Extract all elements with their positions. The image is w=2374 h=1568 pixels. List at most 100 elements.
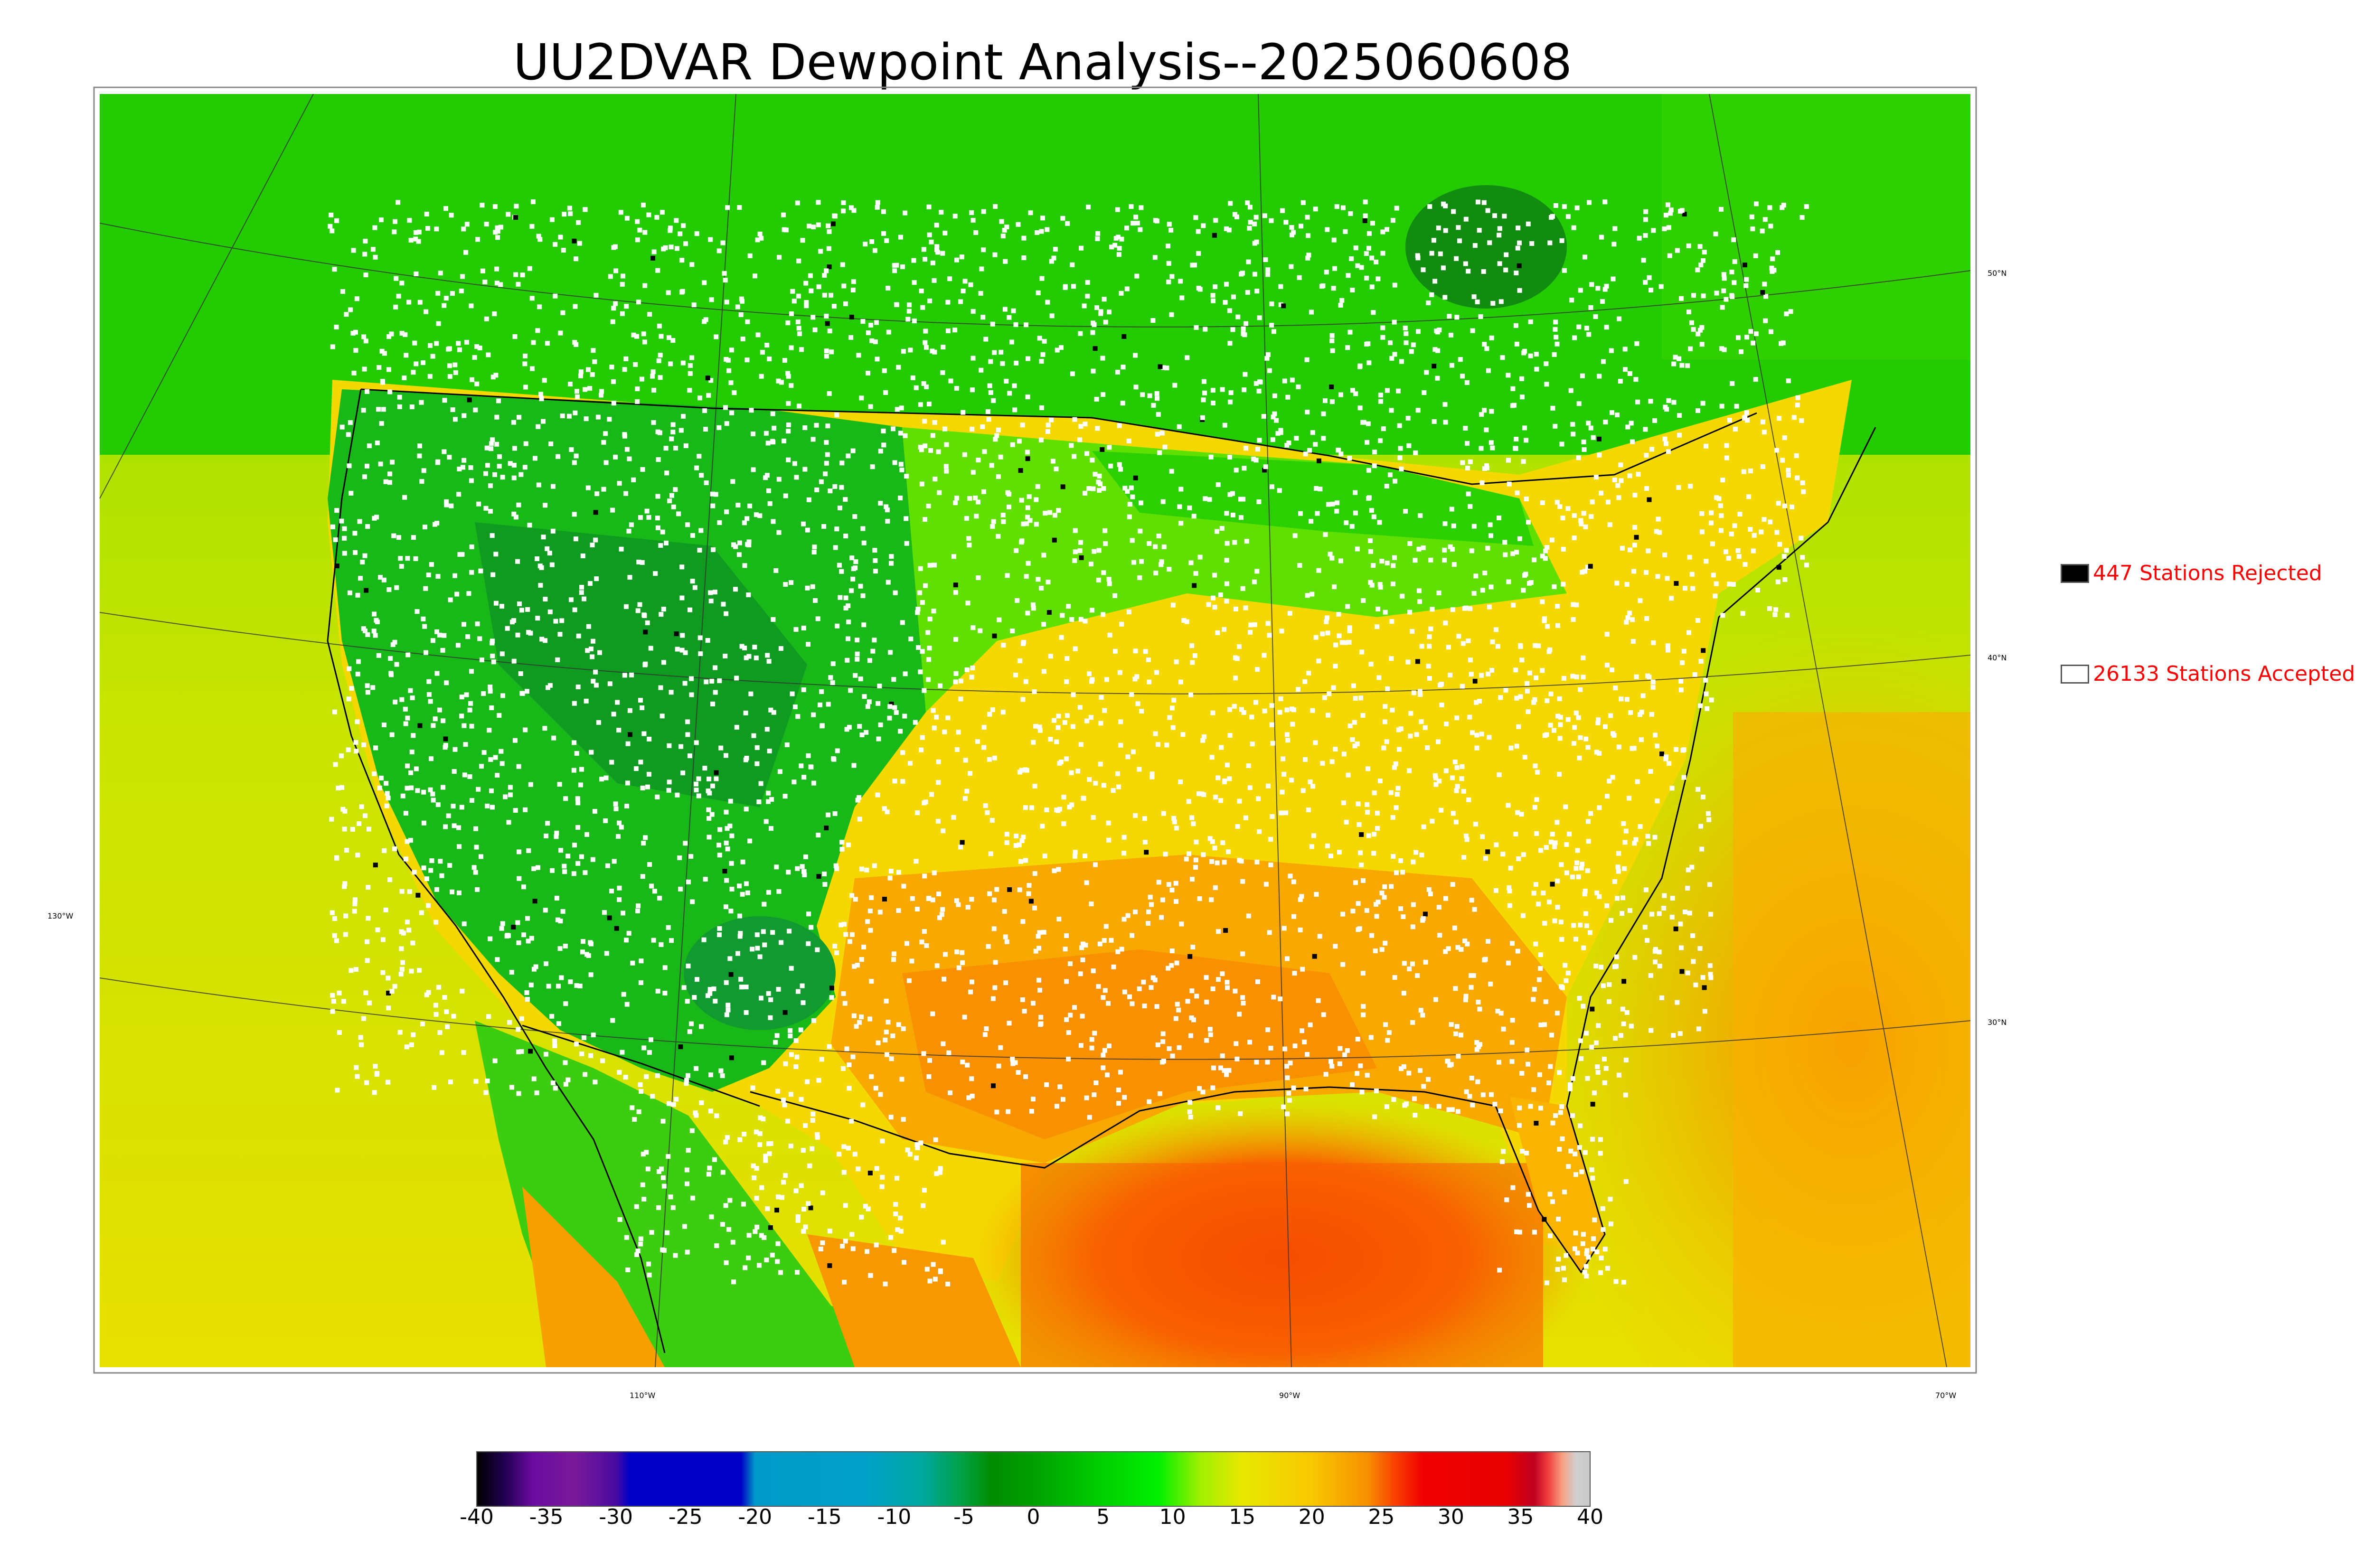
station-accepted <box>1592 1217 1597 1222</box>
station-accepted <box>1287 1098 1292 1103</box>
station-accepted <box>1800 480 1805 486</box>
station-accepted <box>1559 238 1564 243</box>
station-accepted <box>1224 511 1229 516</box>
station-rejected <box>1052 537 1057 543</box>
station-accepted <box>462 622 466 627</box>
station-accepted <box>1693 982 1698 987</box>
station-accepted <box>1611 276 1616 282</box>
station-accepted <box>511 658 517 664</box>
station-accepted <box>636 903 641 909</box>
station-accepted <box>523 807 528 812</box>
station-accepted <box>1562 1277 1567 1282</box>
station-accepted <box>609 760 614 765</box>
station-accepted <box>1346 273 1351 278</box>
station-accepted <box>707 790 712 796</box>
station-accepted <box>1689 572 1695 577</box>
station-accepted <box>594 491 600 497</box>
station-accepted <box>926 504 931 508</box>
station-accepted <box>1605 1266 1610 1271</box>
station-accepted <box>433 920 439 925</box>
station-accepted <box>408 838 413 843</box>
station-accepted <box>1562 204 1567 209</box>
station-accepted <box>1507 903 1512 908</box>
station-accepted <box>1064 933 1069 938</box>
station-accepted <box>1142 840 1148 845</box>
station-accepted <box>942 976 947 982</box>
station-accepted <box>1643 280 1648 285</box>
station-accepted <box>1709 510 1714 516</box>
station-accepted <box>1241 326 1246 331</box>
station-accepted <box>584 952 589 957</box>
station-accepted <box>708 237 713 242</box>
station-accepted <box>499 926 504 931</box>
station-accepted <box>621 911 625 916</box>
station-accepted <box>1648 399 1653 404</box>
station-accepted <box>1410 1020 1415 1025</box>
station-accepted <box>1204 999 1209 1005</box>
station-accepted <box>901 883 906 889</box>
station-accepted <box>435 574 441 579</box>
station-accepted <box>873 569 878 574</box>
station-accepted <box>888 1115 894 1120</box>
station-accepted <box>1240 951 1245 957</box>
station-accepted <box>1278 284 1283 289</box>
station-accepted <box>1357 822 1362 827</box>
station-accepted <box>887 875 893 881</box>
station-accepted <box>1152 255 1158 260</box>
station-accepted <box>1392 319 1397 325</box>
station-accepted <box>1337 1061 1342 1066</box>
station-accepted <box>1078 971 1083 976</box>
station-accepted <box>812 545 817 550</box>
station-accepted <box>1569 298 1574 303</box>
station-accepted <box>1449 363 1454 368</box>
station-accepted <box>469 478 474 483</box>
station-accepted <box>743 710 748 715</box>
station-accepted <box>1433 775 1438 780</box>
station-accepted <box>1209 859 1215 864</box>
station-accepted <box>585 485 591 490</box>
station-accepted <box>1218 798 1224 803</box>
station-accepted <box>1269 703 1274 708</box>
station-accepted <box>1102 938 1107 943</box>
station-accepted <box>920 305 925 310</box>
station-accepted <box>883 390 888 395</box>
station-accepted <box>1056 867 1061 872</box>
station-accepted <box>849 1118 854 1124</box>
station-accepted <box>1519 657 1525 663</box>
station-accepted <box>519 691 525 696</box>
station-accepted <box>1430 818 1435 824</box>
station-accepted <box>870 464 875 469</box>
station-accepted <box>1070 262 1075 267</box>
station-accepted <box>1046 429 1050 434</box>
station-accepted <box>1333 642 1338 648</box>
station-accepted <box>1576 874 1581 880</box>
station-accepted <box>1719 528 1724 533</box>
station-accepted <box>1410 924 1415 930</box>
station-accepted <box>1178 279 1183 284</box>
station-accepted <box>1124 286 1130 291</box>
station-accepted <box>1080 1014 1085 1019</box>
station-accepted <box>956 730 961 735</box>
station-accepted <box>1066 1056 1071 1061</box>
station-accepted <box>1246 259 1251 264</box>
station-accepted <box>891 426 895 432</box>
station-accepted <box>934 244 940 249</box>
station-accepted <box>550 528 556 534</box>
station-accepted <box>1291 879 1296 884</box>
station-accepted <box>1469 985 1474 990</box>
station-accepted <box>1315 511 1320 516</box>
station-accepted <box>1227 776 1232 781</box>
station-accepted <box>641 1152 646 1157</box>
station-accepted <box>745 890 750 895</box>
station-accepted <box>399 967 405 972</box>
station-accepted <box>1442 402 1448 407</box>
station-accepted <box>1497 1060 1501 1065</box>
station-accepted <box>1004 832 1009 837</box>
station-accepted <box>1667 761 1672 766</box>
station-accepted <box>730 1239 735 1245</box>
station-accepted <box>1209 755 1215 760</box>
station-accepted <box>1648 973 1653 978</box>
station-accepted <box>439 1050 444 1055</box>
station-accepted <box>346 747 351 752</box>
station-accepted <box>720 1073 725 1078</box>
